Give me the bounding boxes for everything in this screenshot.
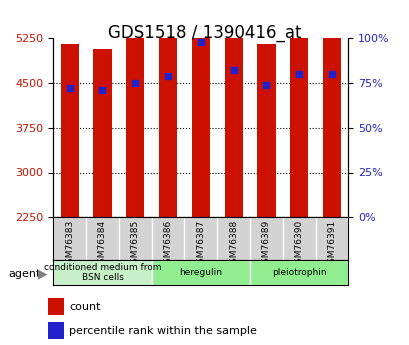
Bar [159, 0, 177, 217]
Bar [191, 0, 209, 217]
FancyBboxPatch shape [53, 260, 151, 285]
Text: GSM76389: GSM76389 [261, 219, 270, 269]
Point [99, 87, 106, 93]
Text: GDS1518 / 1390416_at: GDS1518 / 1390416_at [108, 24, 301, 42]
Point [164, 73, 171, 78]
Text: heregulin: heregulin [179, 268, 222, 277]
Point [197, 39, 204, 44]
Text: pleiotrophin: pleiotrophin [271, 268, 326, 277]
Point [328, 71, 335, 77]
Point [132, 80, 138, 86]
Text: count: count [69, 302, 100, 312]
Text: conditioned medium from
BSN cells: conditioned medium from BSN cells [44, 263, 161, 282]
Point [263, 82, 269, 87]
Bar [48, 322, 63, 339]
Text: GSM76386: GSM76386 [163, 219, 172, 269]
Text: agent: agent [8, 269, 40, 279]
Text: GSM76390: GSM76390 [294, 219, 303, 269]
FancyBboxPatch shape [151, 260, 249, 285]
Point [295, 71, 302, 77]
Bar [93, 49, 111, 217]
Text: GSM76388: GSM76388 [229, 219, 238, 269]
Text: GSM76384: GSM76384 [98, 219, 107, 269]
Bar [126, 26, 144, 217]
Bar [257, 44, 275, 217]
Point [66, 86, 73, 91]
Text: GSM76383: GSM76383 [65, 219, 74, 269]
Bar [61, 44, 79, 217]
Point [230, 68, 236, 73]
Bar [322, 0, 340, 217]
Text: GSM76385: GSM76385 [130, 219, 139, 269]
Text: GSM76387: GSM76387 [196, 219, 205, 269]
Text: percentile rank within the sample: percentile rank within the sample [69, 326, 256, 336]
Text: GSM76391: GSM76391 [327, 219, 336, 269]
Text: ▶: ▶ [38, 268, 47, 281]
Bar [48, 298, 63, 315]
Bar [290, 0, 308, 217]
Bar [224, 0, 242, 217]
FancyBboxPatch shape [249, 260, 348, 285]
